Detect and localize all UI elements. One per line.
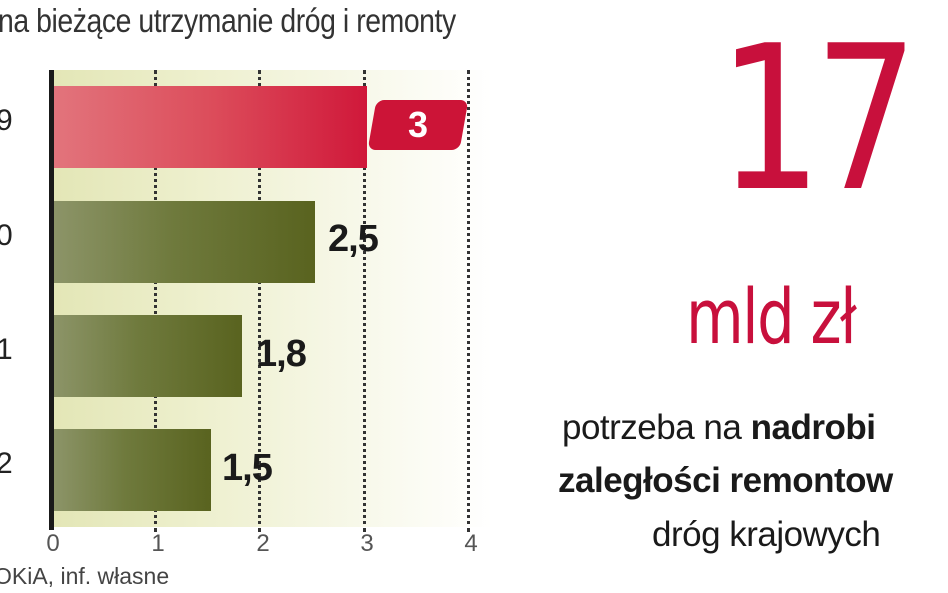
value-label-2: 1,8 — [256, 333, 307, 375]
bar-1 — [54, 201, 315, 283]
source-note: OKiA, inf. własne — [0, 563, 170, 589]
callout-line2-bold: zaległości remontow — [558, 461, 893, 500]
gridline-1 — [154, 70, 157, 532]
chart-title: na bieżące utrzymanie dróg i remonty — [0, 2, 456, 39]
callout-description-line-2: zaległości remontow — [558, 461, 893, 501]
x-tick-1: 1 — [151, 530, 165, 557]
callout-unit: mld zł — [686, 272, 857, 361]
y-axis — [49, 70, 54, 530]
value-label-1: 2,5 — [328, 218, 379, 260]
gridline-2 — [258, 70, 261, 532]
bar-0 — [54, 86, 367, 168]
callout-description-line-3: dróg krajowych — [652, 515, 881, 554]
x-tick-0: 0 — [46, 530, 60, 557]
bar-2 — [54, 315, 242, 397]
gridline-3 — [363, 70, 366, 532]
callout-description-line-1: potrzeba na nadrobi — [562, 408, 876, 448]
x-tick-4: 4 — [464, 530, 478, 557]
category-label-1: 0 — [0, 219, 13, 252]
callout-number: 17 — [718, 3, 918, 236]
callout-line1-bold: nadrobi — [750, 408, 876, 447]
value-label-0: 3 — [407, 104, 429, 145]
x-tick-2: 2 — [256, 530, 270, 557]
callout-line1-normal: potrzeba na — [562, 408, 751, 447]
category-label-3: 2 — [0, 447, 13, 480]
category-label-2: 1 — [0, 333, 13, 366]
x-tick-3: 3 — [360, 530, 374, 557]
value-label-3: 1,5 — [222, 447, 273, 489]
bar-3 — [54, 429, 211, 511]
category-label-0: 9 — [0, 104, 13, 137]
gridline-4 — [467, 70, 470, 532]
